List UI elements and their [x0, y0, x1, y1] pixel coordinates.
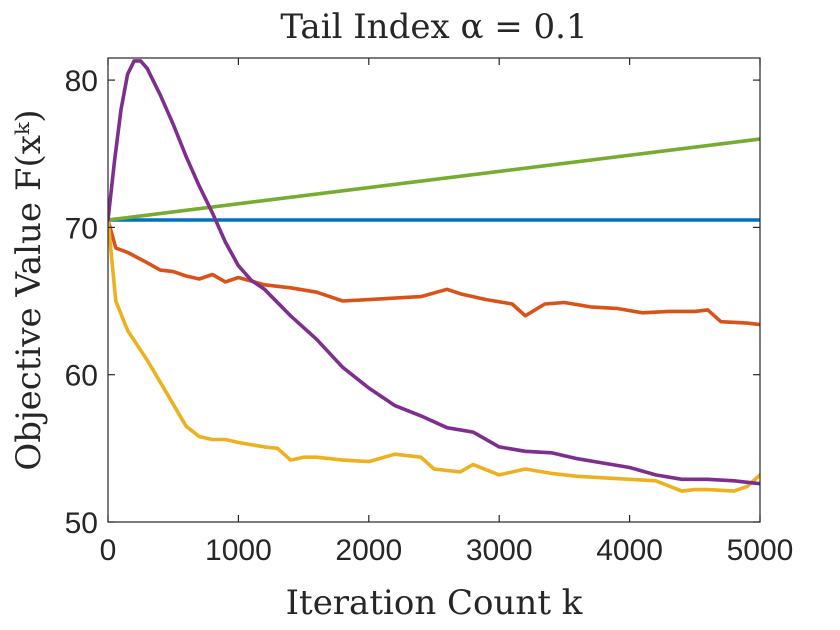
series-line-orange — [108, 218, 760, 327]
axes-box — [107, 57, 761, 523]
y-tick-label: 80 — [65, 65, 98, 98]
y-tick-label: 60 — [65, 360, 98, 393]
x-axis-label: Iteration Count k — [286, 583, 583, 623]
x-tick-label: 3000 — [466, 534, 533, 567]
x-tick-label: 0 — [100, 534, 117, 567]
series-line-yellow — [108, 218, 760, 493]
x-tick-label: 5000 — [727, 534, 794, 567]
plot-background — [108, 58, 760, 522]
series-group — [108, 59, 760, 493]
chart-title: Tail Index α = 0.1 — [280, 7, 587, 47]
series-line-purple — [108, 59, 760, 486]
y-tick-label: 50 — [65, 507, 98, 540]
x-tick-label: 4000 — [596, 534, 663, 567]
x-tick-label: 1000 — [205, 534, 272, 567]
y-tick-label: 70 — [65, 212, 98, 245]
x-tick-label: 2000 — [335, 534, 402, 567]
y-axis-label: Objective Value F(xᵏ) — [9, 109, 49, 470]
plot-area: 0 1000 2000 3000 4000 5000 50 60 70 80 — [65, 57, 794, 567]
series-line-green — [108, 137, 760, 222]
